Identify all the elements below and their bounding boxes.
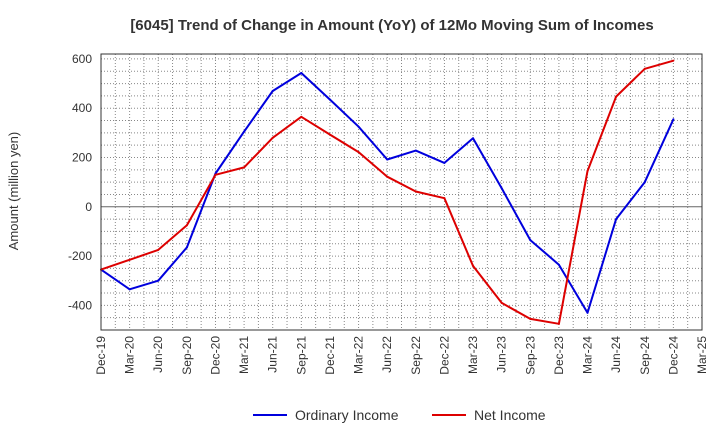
data-point [357,125,360,128]
data-point [157,279,160,282]
data-point [557,263,560,266]
x-tick-label: Dec-22 [437,336,451,375]
data-point [472,264,475,267]
data-point [271,89,274,92]
legend: Ordinary Income Net Income [253,407,546,423]
y-tick-label: -400 [68,298,92,312]
y-tick-labels: -400 -200 0 200 400 600 [68,52,92,312]
data-point [557,322,560,325]
x-tick-label: Dec-23 [552,336,566,375]
y-tick-label: 600 [72,52,92,66]
x-tick-label: Jun-20 [151,336,165,373]
data-point [157,248,160,251]
data-point [243,166,246,169]
data-point [586,170,589,173]
data-point [185,224,188,227]
data-point [443,161,446,164]
data-point [414,190,417,193]
data-point [472,137,475,140]
data-point [386,175,389,178]
x-tick-label: Jun-22 [380,336,394,373]
data-point [672,59,675,62]
y-tick-label: 400 [72,101,92,115]
x-tick-label: Mar-25 [695,336,709,374]
data-point [328,98,331,101]
data-point [615,95,618,98]
x-tick-label: Mar-22 [352,336,366,374]
x-tick-label: Jun-23 [495,336,509,373]
data-point [300,115,303,118]
data-point [357,151,360,154]
x-tick-label: Mar-23 [466,336,480,374]
x-tick-label: Dec-24 [666,336,680,375]
x-tick-label: Dec-20 [208,336,222,375]
data-point [414,149,417,152]
y-tick-label: 0 [85,200,92,214]
x-tick-label: Sep-24 [638,336,652,375]
grid [100,54,702,330]
data-point [243,130,246,133]
data-point [300,71,303,74]
x-tick-label: Mar-21 [237,336,251,374]
x-tick-label: Sep-23 [523,336,537,375]
data-point [128,288,131,291]
data-point [214,173,217,176]
x-tick-labels: Dec-19 Mar-20 Jun-20 Sep-20 Dec-20 Mar-21 Jun-… [94,336,709,375]
x-tick-label: Mar-24 [581,336,595,374]
data-point [615,218,618,221]
data-point [443,197,446,200]
x-tick-label: Sep-21 [294,336,308,375]
data-point [128,258,131,261]
x-tick-label: Dec-21 [323,336,337,375]
x-tick-label: Mar-20 [123,336,137,374]
y-axis-label: Amount (million yen) [6,132,21,251]
data-point [328,133,331,136]
data-point [586,311,589,314]
data-point [643,67,646,70]
y-tick-label: 200 [72,151,92,165]
data-point [529,317,532,320]
data-point [185,246,188,249]
data-point [500,301,503,304]
chart-title: [6045] Trend of Change in Amount (YoY) o… [130,17,653,34]
x-tick-label: Sep-22 [409,336,423,375]
data-point [672,118,675,121]
x-tick-label: Jun-24 [609,336,623,373]
data-point [529,239,532,242]
x-tick-label: Sep-20 [180,336,194,375]
legend-label: Ordinary Income [295,407,399,423]
data-point [643,181,646,184]
data-point [271,136,274,139]
legend-label: Net Income [474,407,546,423]
y-tick-label: -200 [68,249,92,263]
x-tick-label: Jun-21 [266,336,280,373]
data-point [386,158,389,161]
plot-frame [100,53,703,331]
data-point [500,187,503,190]
x-tick-label: Dec-19 [94,336,108,375]
